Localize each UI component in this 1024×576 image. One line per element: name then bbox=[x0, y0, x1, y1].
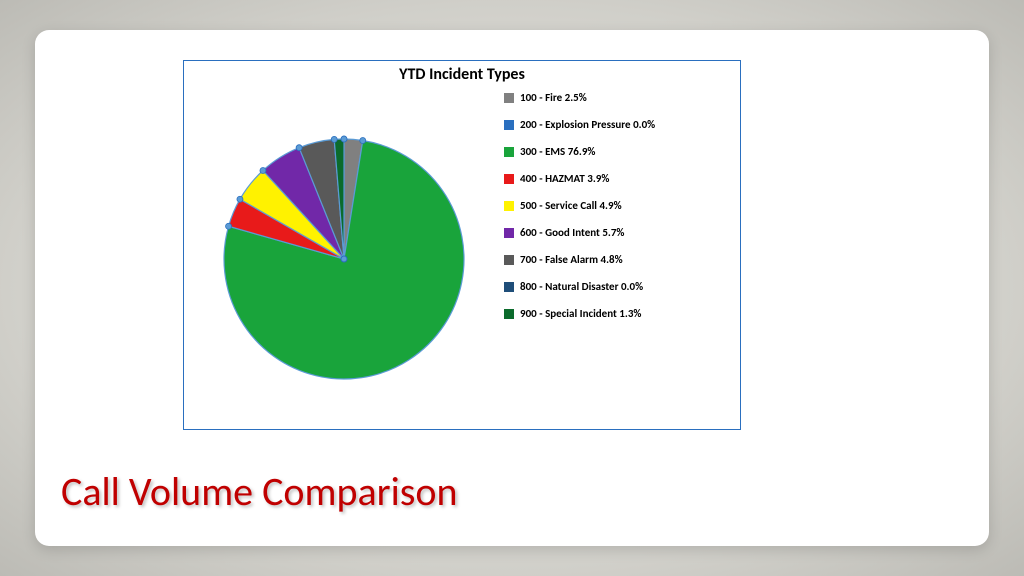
pie-edge-handle bbox=[331, 136, 337, 142]
legend-swatch bbox=[504, 174, 514, 184]
pie-area bbox=[184, 84, 504, 424]
legend-item: 100 - Fire 2.5% bbox=[504, 92, 732, 103]
legend-swatch bbox=[504, 309, 514, 319]
legend-item: 800 - Natural Disaster 0.0% bbox=[504, 281, 732, 292]
legend-swatch bbox=[504, 120, 514, 130]
pie-chart bbox=[184, 84, 504, 424]
pie-edge-handle bbox=[296, 145, 302, 151]
chart-legend: 100 - Fire 2.5% 200 - Explosion Pressure … bbox=[504, 84, 740, 424]
legend-label: 500 - Service Call 4.9% bbox=[520, 200, 622, 211]
legend-swatch bbox=[504, 147, 514, 157]
pie-edge-handle bbox=[260, 167, 266, 173]
pie-center-handle bbox=[341, 256, 347, 262]
legend-swatch bbox=[504, 228, 514, 238]
slide-card: YTD Incident Types 100 - Fire 2.5% 200 - … bbox=[35, 30, 989, 546]
legend-item: 900 - Special Incident 1.3% bbox=[504, 308, 732, 319]
legend-label: 200 - Explosion Pressure 0.0% bbox=[520, 119, 655, 130]
legend-label: 800 - Natural Disaster 0.0% bbox=[520, 281, 643, 292]
legend-swatch bbox=[504, 282, 514, 292]
pie-edge-handle bbox=[226, 223, 232, 229]
legend-item: 600 - Good Intent 5.7% bbox=[504, 227, 732, 238]
legend-label: 400 - HAZMAT 3.9% bbox=[520, 173, 609, 184]
legend-label: 600 - Good Intent 5.7% bbox=[520, 227, 624, 238]
legend-item: 200 - Explosion Pressure 0.0% bbox=[504, 119, 732, 130]
slide-title: Call Volume Comparison bbox=[61, 467, 458, 516]
legend-item: 400 - HAZMAT 3.9% bbox=[504, 173, 732, 184]
legend-label: 700 - False Alarm 4.8% bbox=[520, 254, 623, 265]
pie-edge-handle bbox=[341, 136, 347, 142]
chart-title: YTD Incident Types bbox=[184, 61, 740, 84]
legend-item: 500 - Service Call 4.9% bbox=[504, 200, 732, 211]
legend-swatch bbox=[504, 201, 514, 211]
legend-item: 700 - False Alarm 4.8% bbox=[504, 254, 732, 265]
pie-edge-handle bbox=[360, 137, 366, 143]
chart-body: 100 - Fire 2.5% 200 - Explosion Pressure … bbox=[184, 84, 740, 424]
chart-container: YTD Incident Types 100 - Fire 2.5% 200 - … bbox=[183, 60, 741, 430]
pie-edge-handle bbox=[237, 196, 243, 202]
legend-item: 300 - EMS 76.9% bbox=[504, 146, 732, 157]
legend-swatch bbox=[504, 93, 514, 103]
legend-swatch bbox=[504, 255, 514, 265]
legend-label: 900 - Special Incident 1.3% bbox=[520, 308, 641, 319]
legend-label: 100 - Fire 2.5% bbox=[520, 92, 587, 103]
legend-label: 300 - EMS 76.9% bbox=[520, 146, 595, 157]
